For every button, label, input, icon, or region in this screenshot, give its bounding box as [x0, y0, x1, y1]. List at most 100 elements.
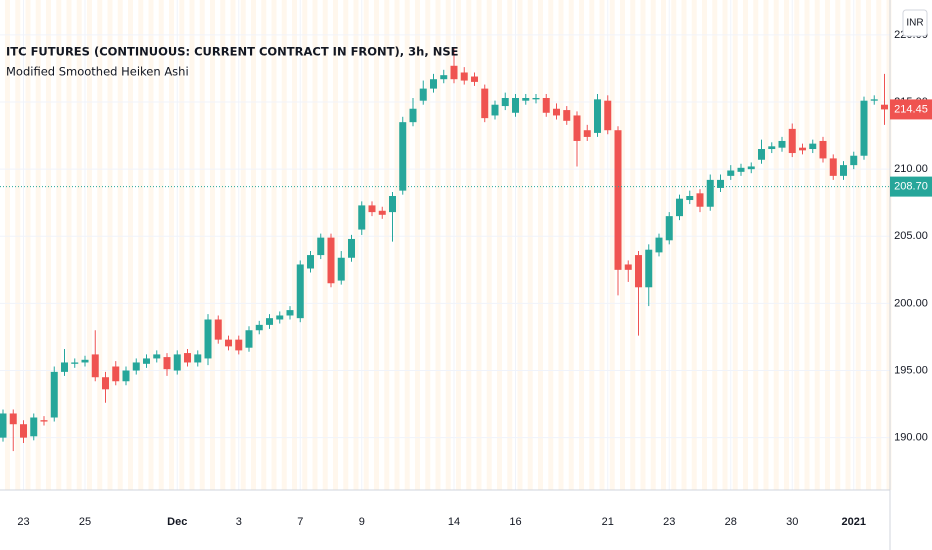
- session-band: [148, 0, 154, 490]
- session-band: [650, 0, 656, 490]
- candle-body: [430, 79, 437, 89]
- candle-body: [645, 249, 653, 288]
- session-band: [343, 0, 349, 490]
- candle-body: [676, 198, 683, 217]
- x-tick-label: 21: [602, 516, 614, 528]
- candle-body: [542, 98, 550, 113]
- candle-body: [860, 100, 868, 156]
- indicator-name: Modified Smoothed Heiken Ashi: [6, 65, 189, 79]
- candle-body: [717, 179, 724, 188]
- candle-body: [737, 167, 745, 172]
- session-band: [117, 0, 123, 490]
- last-price-label: 214.45: [894, 103, 928, 115]
- candle-body: [235, 339, 243, 351]
- candle-body: [809, 143, 817, 150]
- session-band: [169, 0, 174, 490]
- session-band: [281, 0, 287, 490]
- candle-body: [153, 354, 161, 359]
- last-price-tag: [890, 99, 932, 120]
- session-band: [753, 0, 759, 490]
- x-tick-label: Dec: [167, 516, 187, 528]
- candle-body: [665, 216, 673, 241]
- session-band: [56, 0, 62, 490]
- session-band: [558, 0, 564, 490]
- reference-price-label: 208.70: [894, 181, 928, 193]
- x-tick-label: 30: [786, 516, 798, 528]
- currency-label: INR: [906, 18, 923, 29]
- session-band: [435, 0, 441, 490]
- session-band: [476, 0, 482, 490]
- candle-body: [61, 362, 68, 372]
- session-band: [866, 0, 871, 490]
- session-band: [322, 0, 328, 490]
- candle-body: [143, 358, 150, 364]
- session-band: [76, 0, 82, 490]
- session-band: [486, 0, 492, 490]
- candle-body: [399, 122, 407, 191]
- session-band: [210, 0, 215, 490]
- y-tick-label: 210.00: [894, 163, 928, 175]
- candle-body: [276, 315, 284, 320]
- candle-body: [819, 140, 827, 159]
- session-band: [825, 0, 830, 490]
- candle-body: [184, 353, 191, 363]
- session-band: [773, 0, 779, 490]
- session-band: [87, 0, 92, 490]
- session-band: [374, 0, 379, 490]
- session-band: [568, 0, 574, 490]
- session-band: [579, 0, 584, 490]
- session-band: [5, 0, 10, 490]
- session-band: [855, 0, 861, 490]
- candle-body: [881, 104, 888, 110]
- candle-body: [563, 110, 571, 121]
- candle-body: [706, 179, 714, 207]
- candle-body: [214, 319, 222, 340]
- session-band: [312, 0, 318, 490]
- session-band: [548, 0, 554, 490]
- session-band: [363, 0, 369, 490]
- session-band: [722, 0, 728, 490]
- candle-body: [225, 339, 232, 347]
- candle-body: [501, 98, 509, 107]
- x-tick-label: 28: [725, 516, 737, 528]
- candle-body: [50, 371, 58, 418]
- candle-body: [317, 237, 325, 256]
- session-band: [732, 0, 738, 490]
- x-tick-label: 14: [448, 516, 460, 528]
- reference-price-tag: [890, 176, 932, 197]
- y-tick-label: 200.00: [894, 297, 928, 309]
- currency-button[interactable]: [902, 9, 928, 37]
- candle-body: [378, 210, 386, 215]
- candle-body: [747, 166, 755, 170]
- candle-body: [655, 237, 663, 253]
- candle-body: [81, 359, 89, 363]
- candle-body: [788, 128, 796, 154]
- session-band: [671, 0, 677, 490]
- candle-body: [409, 108, 417, 123]
- candle-body: [522, 98, 530, 101]
- candle-body: [40, 420, 48, 422]
- session-band: [189, 0, 195, 490]
- session-band: [814, 0, 820, 490]
- candle-body: [870, 99, 878, 101]
- candle-body: [30, 417, 38, 437]
- x-tick-label: 2021: [842, 516, 866, 528]
- session-band: [497, 0, 502, 490]
- session-band: [763, 0, 769, 490]
- candle-body: [594, 99, 601, 133]
- session-band: [261, 0, 267, 490]
- candle-body: [358, 205, 366, 230]
- candle-body: [122, 370, 130, 382]
- session-band: [394, 0, 400, 490]
- session-band: [384, 0, 390, 490]
- y-tick-label: 190.00: [894, 432, 928, 444]
- candle-body: [696, 193, 704, 207]
- candle-body: [778, 140, 786, 148]
- x-tick-label: 23: [17, 516, 29, 528]
- candle-body: [491, 104, 499, 116]
- candle-body: [389, 196, 396, 213]
- session-band: [199, 0, 205, 490]
- candle-body: [573, 115, 581, 141]
